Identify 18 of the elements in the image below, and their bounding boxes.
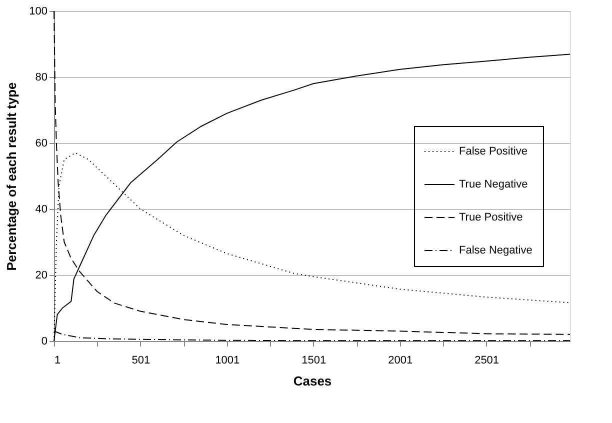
x-tick-label: 2001 bbox=[388, 354, 413, 366]
y-tick-label: 20 bbox=[35, 270, 48, 282]
x-tick-label: 2501 bbox=[474, 354, 500, 366]
y-tick-label: 80 bbox=[35, 72, 48, 84]
y-tick-label: 40 bbox=[35, 204, 48, 216]
y-tick-label: 60 bbox=[35, 138, 48, 150]
legend-label: False Negative bbox=[459, 244, 532, 256]
x-tick-label: 1501 bbox=[302, 354, 326, 366]
x-tick-label: 1001 bbox=[215, 354, 240, 366]
legend-label: True Positive bbox=[459, 212, 523, 224]
y-tick-label: 100 bbox=[29, 6, 48, 18]
legend-label: True Negative bbox=[459, 178, 528, 190]
x-tick-label: 501 bbox=[132, 354, 150, 366]
y-axis-title: Percentage of each result type bbox=[4, 82, 20, 271]
x-tick-label: 1 bbox=[54, 354, 61, 366]
x-axis-title: Cases bbox=[293, 374, 332, 388]
legend-label: False Positive bbox=[459, 146, 528, 158]
y-tick-label: 0 bbox=[41, 336, 48, 348]
